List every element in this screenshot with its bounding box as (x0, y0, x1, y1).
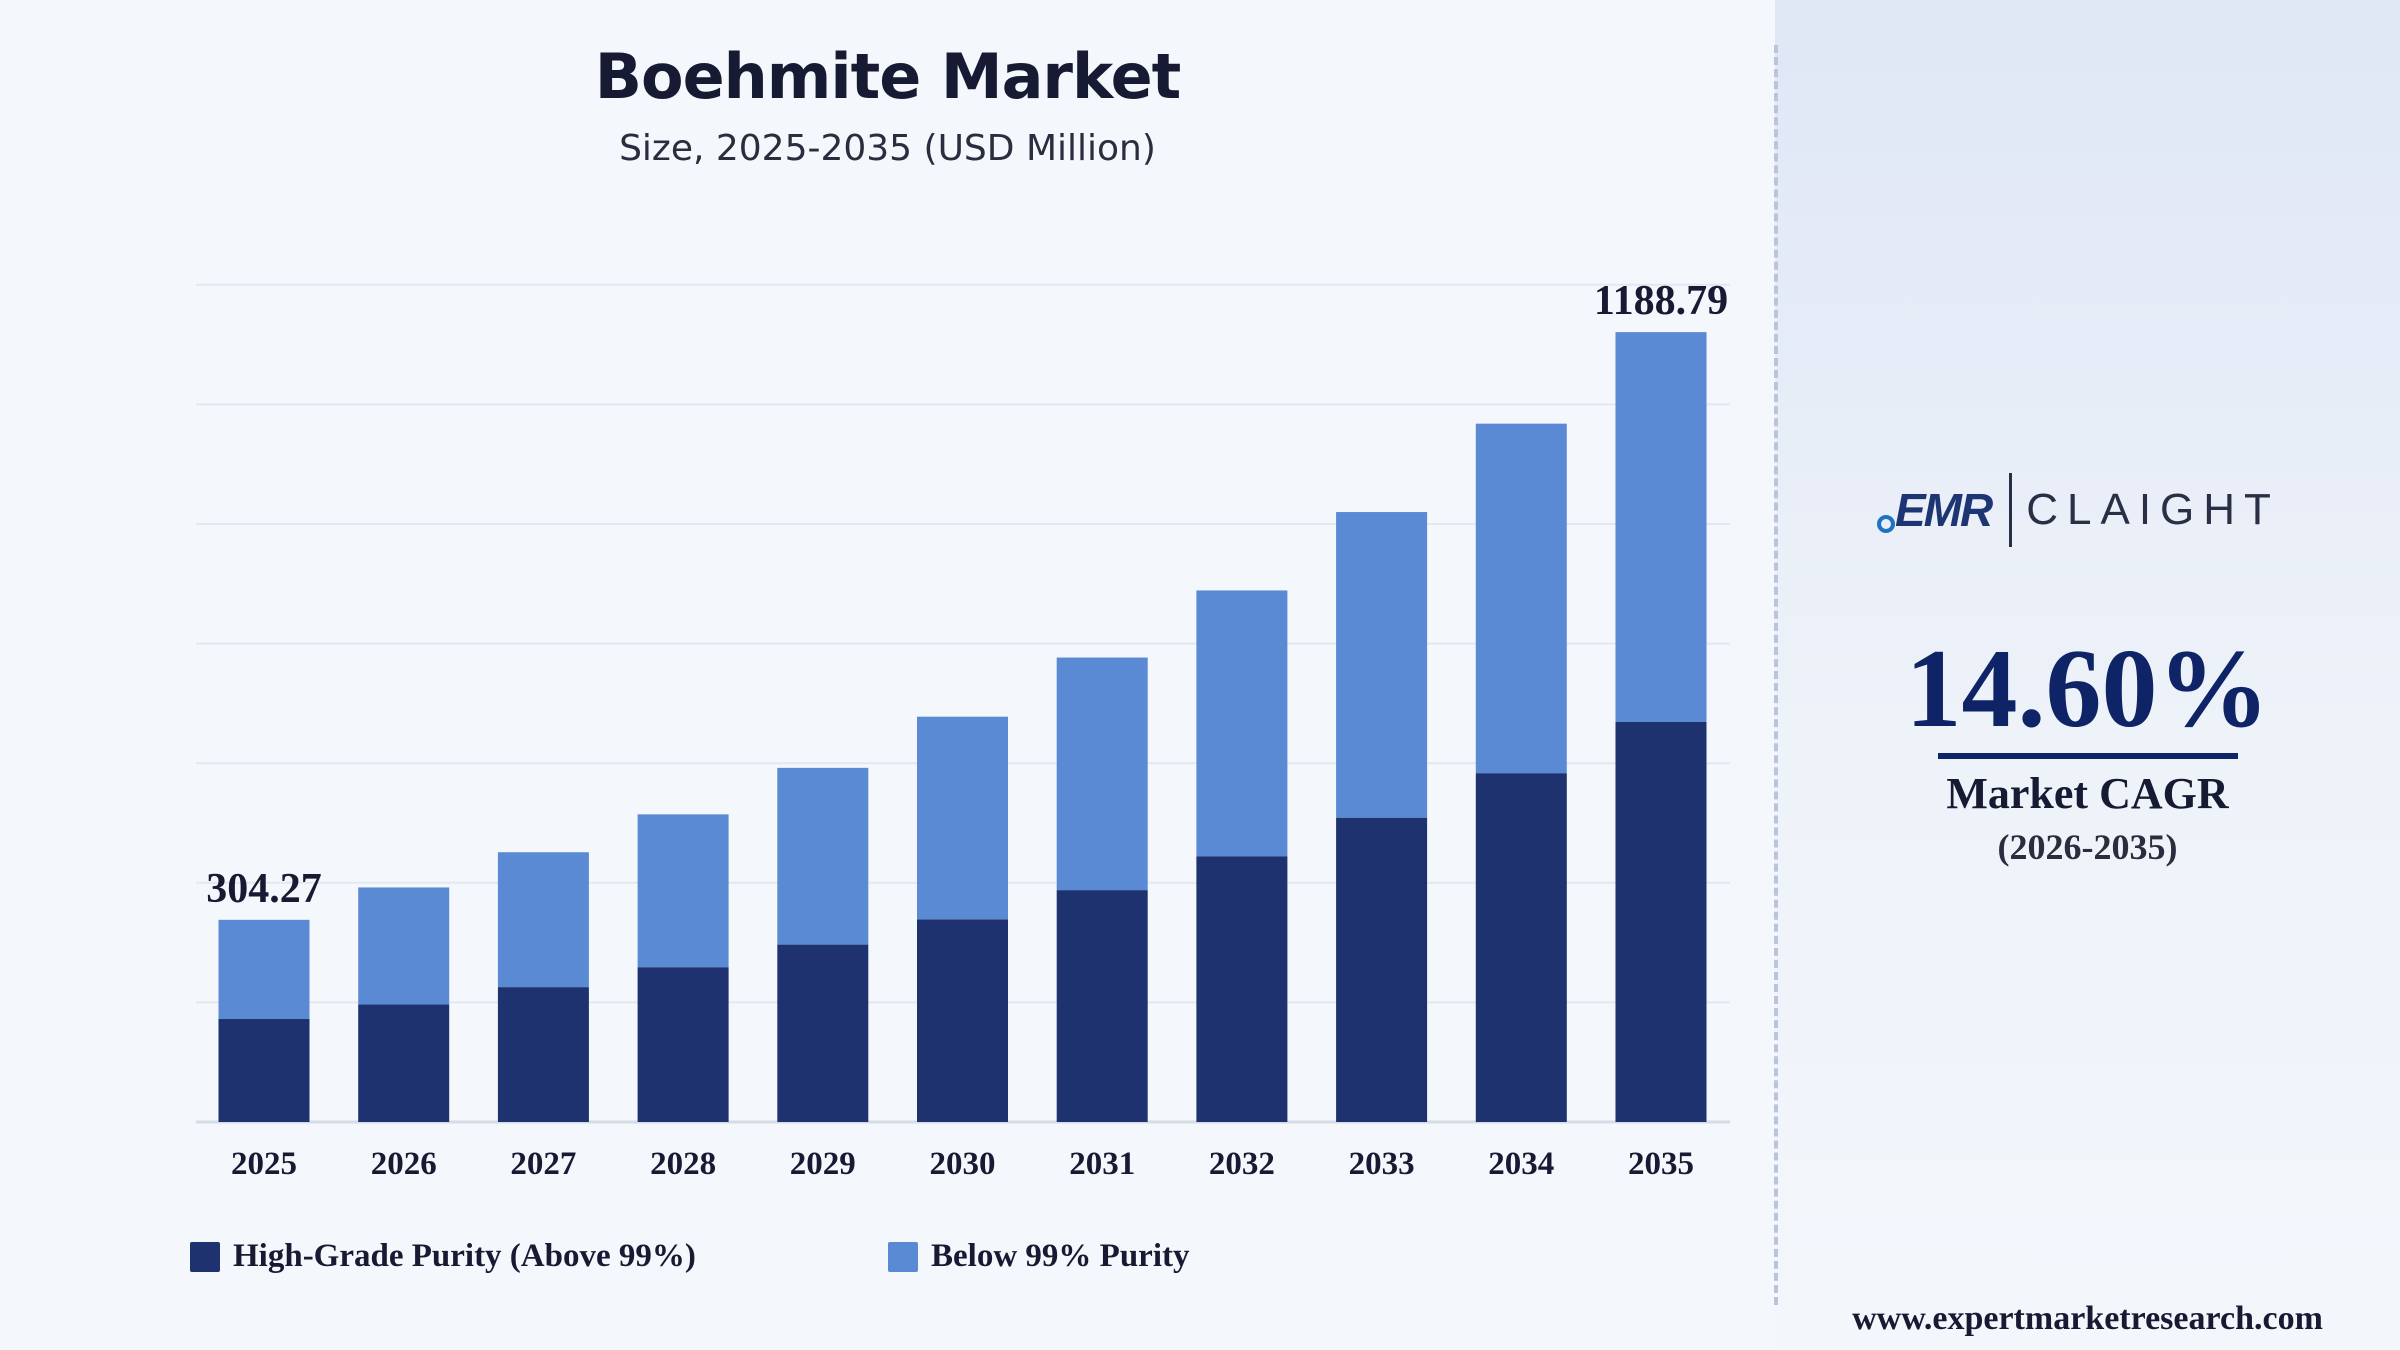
bar-below-99-2025 (218, 919, 310, 1020)
bar-below-99-2026 (358, 887, 450, 1005)
legend-item-high-grade: High-Grade Purity (Above 99%) (190, 1238, 696, 1275)
x-tick-label: 2035 (1628, 1146, 1694, 1182)
bar-below-99-2030 (917, 716, 1008, 920)
x-tick-label: 2026 (371, 1146, 437, 1182)
bar-high-grade-2025 (218, 1019, 310, 1122)
bar-high-grade-2034 (1475, 773, 1567, 1122)
bar-below-99-2035 (1615, 332, 1707, 723)
x-tick-label: 2028 (650, 1146, 716, 1182)
legend-swatch-high-grade (190, 1241, 220, 1272)
cagr-period: (2026-2035) (1997, 827, 2178, 867)
x-tick-label: 2027 (510, 1146, 576, 1182)
x-tick-label: 2025 (231, 1146, 297, 1182)
bar-high-grade-2026 (358, 1004, 450, 1122)
bar-high-grade-2027 (497, 987, 589, 1122)
bar-high-grade-2028 (637, 967, 729, 1122)
logo-emr-text: EMR (1877, 483, 1993, 537)
legend-item-below-99: Below 99% Purity (888, 1238, 1189, 1275)
logo-claight-text: CLAIGHT (2026, 485, 2280, 534)
data-label-2035: 1188.79 (1594, 278, 1728, 324)
x-tick-label: 2034 (1488, 1146, 1554, 1182)
website-link[interactable]: www.expertmarketresearch.com (1852, 1300, 2323, 1337)
chart-subtitle: Size, 2025-2035 (USD Million) (619, 128, 1156, 169)
x-tick-label: 2033 (1349, 1146, 1415, 1182)
x-tick-label: 2032 (1209, 1146, 1275, 1182)
logo-ring-icon (1877, 515, 1895, 533)
x-tick-label: 2029 (790, 1146, 856, 1182)
bar-high-grade-2032 (1196, 856, 1288, 1122)
chart-title: Boehmite Market (594, 40, 1182, 113)
bar-below-99-2027 (497, 852, 589, 988)
panel-divider (1774, 45, 1778, 1305)
legend-swatch-below-99 (888, 1241, 918, 1272)
bar-below-99-2032 (1196, 590, 1288, 857)
bar-high-grade-2031 (1056, 890, 1148, 1122)
legend-label-below-99: Below 99% Purity (931, 1238, 1190, 1274)
bar-below-99-2028 (637, 814, 729, 968)
data-label-2025: 304.27 (206, 866, 322, 912)
x-tick-label: 2031 (1069, 1146, 1135, 1182)
bar-high-grade-2029 (777, 944, 869, 1122)
cagr-underline (1938, 753, 2238, 759)
bar-high-grade-2033 (1336, 817, 1428, 1122)
bar-high-grade-2035 (1615, 722, 1707, 1122)
bar-below-99-2034 (1475, 423, 1567, 774)
cagr-label: Market CAGR (1946, 769, 2229, 818)
cagr-value: 14.60% (1905, 627, 2270, 751)
bar-high-grade-2030 (917, 919, 1008, 1122)
bar-chart: 2025 304.27 2026 2027 2028 2029 2030 2031 2032 20… (196, 278, 1730, 1182)
emr-claight-logo: EMR CLAIGHT (1877, 470, 2295, 550)
logo-separator (2009, 473, 2013, 547)
summary-panel (1775, 0, 2400, 1350)
bar-below-99-2029 (777, 767, 869, 945)
bar-below-99-2031 (1056, 657, 1148, 891)
bar-below-99-2033 (1336, 512, 1428, 818)
x-tick-label: 2030 (930, 1146, 996, 1182)
legend-label-high-grade: High-Grade Purity (Above 99%) (233, 1238, 696, 1274)
